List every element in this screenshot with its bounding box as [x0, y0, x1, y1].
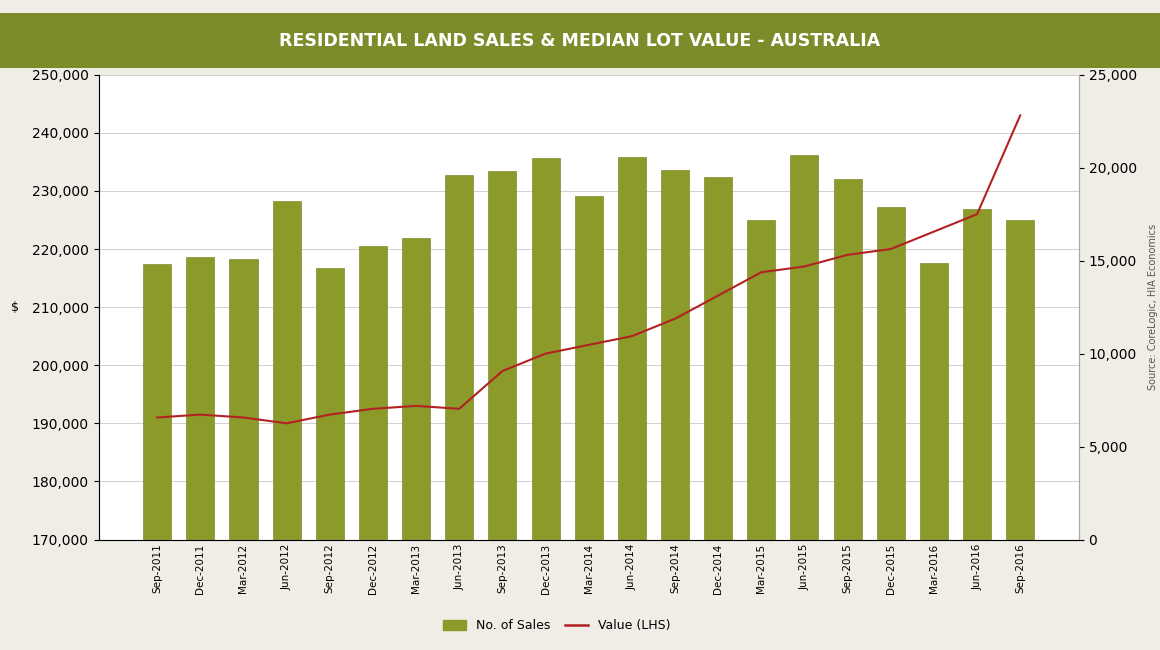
Bar	[661, 170, 689, 650]
Bar	[273, 201, 300, 650]
Bar	[574, 196, 603, 650]
Bar	[704, 177, 732, 650]
Bar	[963, 209, 991, 650]
Bar	[187, 257, 215, 650]
Bar	[531, 159, 559, 650]
Bar	[316, 268, 343, 650]
Bar	[834, 179, 862, 650]
Bar	[790, 155, 819, 650]
Bar	[143, 265, 172, 650]
Bar	[230, 259, 258, 650]
Y-axis label: $: $	[12, 300, 19, 314]
Bar	[747, 220, 775, 650]
Text: RESIDENTIAL LAND SALES & MEDIAN LOT VALUE - AUSTRALIA: RESIDENTIAL LAND SALES & MEDIAN LOT VALU…	[280, 32, 880, 49]
Y-axis label: Source: CoreLogic, HIA Economics: Source: CoreLogic, HIA Economics	[1148, 224, 1158, 390]
Bar	[358, 246, 387, 650]
Legend: No. of Sales, Value (LHS): No. of Sales, Value (LHS)	[438, 614, 675, 637]
Bar	[877, 207, 905, 650]
Bar	[488, 172, 516, 650]
Bar	[403, 239, 430, 650]
Bar	[1006, 220, 1035, 650]
Bar	[445, 175, 473, 650]
Bar	[618, 157, 646, 650]
Bar	[920, 263, 948, 650]
